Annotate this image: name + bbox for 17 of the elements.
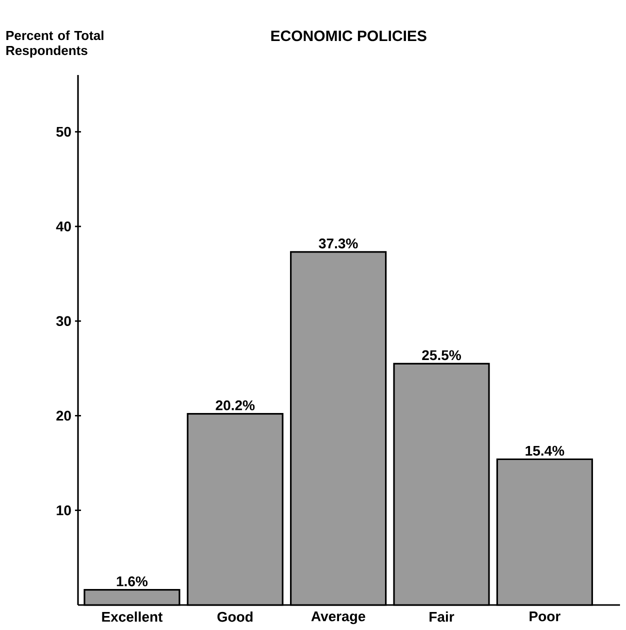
data-label: 1.6% xyxy=(116,576,148,586)
data-label: 37.3% xyxy=(318,238,358,248)
data-label: 15.4% xyxy=(526,446,564,456)
x-tick-label: Fair xyxy=(430,612,454,622)
y-tick-label: 40 xyxy=(56,221,71,232)
y-tick-label: 30 xyxy=(56,316,71,326)
y-tick-label: 50 xyxy=(56,126,71,137)
data-label: 25.5% xyxy=(422,350,461,360)
x-tick-label: Good xyxy=(217,612,253,622)
x-tick-label: Average xyxy=(311,612,366,624)
y-tick-label: 10 xyxy=(56,505,71,516)
y-axis-title: Percent of Total Respondents xyxy=(6,30,104,58)
chart-title: ECONOMIC POLICIES xyxy=(271,30,426,42)
x-tick-label: Excellent xyxy=(102,612,163,622)
x-tick-label: Poor xyxy=(530,612,560,622)
y-tick-label: 20 xyxy=(56,410,71,421)
data-label: 20.2% xyxy=(216,400,255,410)
